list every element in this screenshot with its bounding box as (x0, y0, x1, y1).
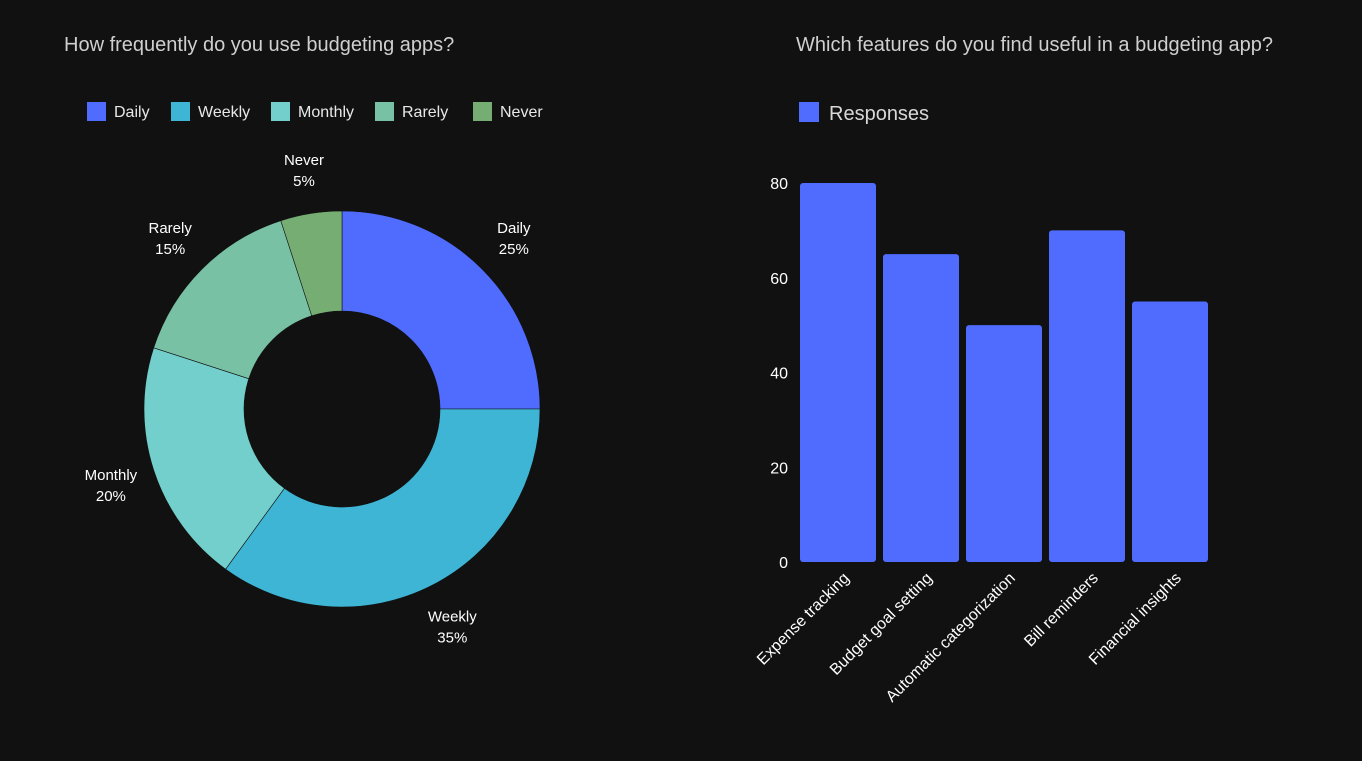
donut-slices (143, 210, 541, 608)
donut-legend-label-never: Never (500, 104, 543, 121)
bar-legend-label: Responses (829, 103, 929, 125)
donut-slice-weekly (225, 408, 541, 608)
donut-chart: How frequently do you use budgeting apps… (64, 34, 543, 647)
donut-slice-label-weekly: Weekly (428, 609, 477, 626)
donut-legend: Daily Weekly Monthly Rarely Never (87, 102, 543, 121)
bar-bill-reminders (1049, 230, 1125, 562)
bar-y-tick-0: 0 (779, 555, 788, 572)
donut-slice-labels: Daily 25% Weekly 35% Monthly 20% Rarely 15% Neve… (85, 152, 531, 647)
donut-legend-swatch-weekly (171, 102, 190, 121)
bar-y-tick-20: 20 (770, 460, 788, 477)
donut-slice-daily (341, 210, 541, 410)
donut-slice-percent-monthly: 20% (96, 488, 126, 505)
donut-legend-swatch-daily (87, 102, 106, 121)
bar-x-label-expense-tracking: Expense tracking (754, 570, 853, 669)
donut-chart-title: How frequently do you use budgeting apps… (64, 34, 454, 56)
bar-budget-goal-setting (883, 254, 959, 562)
bar-automatic-categorization (966, 325, 1042, 562)
donut-legend-label-daily: Daily (114, 104, 150, 121)
bar-x-label-financial-insights: Financial insights (1086, 570, 1185, 669)
donut-legend-label-rarely: Rarely (402, 104, 448, 121)
donut-slice-label-monthly: Monthly (85, 467, 138, 484)
donut-slice-percent-daily: 25% (499, 241, 529, 258)
donut-slice-percent-rarely: 15% (155, 241, 185, 258)
bar-legend-swatch (799, 102, 819, 122)
donut-legend-swatch-monthly (271, 102, 290, 121)
donut-legend-swatch-rarely (375, 102, 394, 121)
donut-slice-monthly (143, 347, 285, 570)
bar-y-tick-60: 60 (770, 271, 788, 288)
bar-expense-tracking (800, 183, 876, 562)
donut-legend-swatch-never (473, 102, 492, 121)
bar-financial-insights (1132, 301, 1208, 562)
bar-legend: Responses (799, 102, 929, 125)
bar-x-label-bill-reminders: Bill reminders (1021, 570, 1102, 651)
bar-chart-title: Which features do you find useful in a b… (796, 34, 1273, 56)
donut-slice-percent-weekly: 35% (437, 630, 467, 647)
donut-slice-percent-never: 5% (293, 173, 315, 190)
donut-legend-label-monthly: Monthly (298, 104, 354, 121)
bar-bars (800, 183, 1208, 562)
bar-y-tick-40: 40 (770, 366, 788, 383)
bar-chart: Which features do you find useful in a b… (754, 34, 1273, 706)
donut-slice-label-rarely: Rarely (148, 220, 192, 237)
bar-y-axis: 0 20 40 60 80 (770, 176, 788, 572)
donut-legend-label-weekly: Weekly (198, 104, 250, 121)
donut-slice-label-daily: Daily (497, 220, 531, 237)
donut-slice-label-never: Never (284, 152, 324, 169)
bar-y-tick-80: 80 (770, 176, 788, 193)
donut-slice-never (280, 210, 343, 317)
